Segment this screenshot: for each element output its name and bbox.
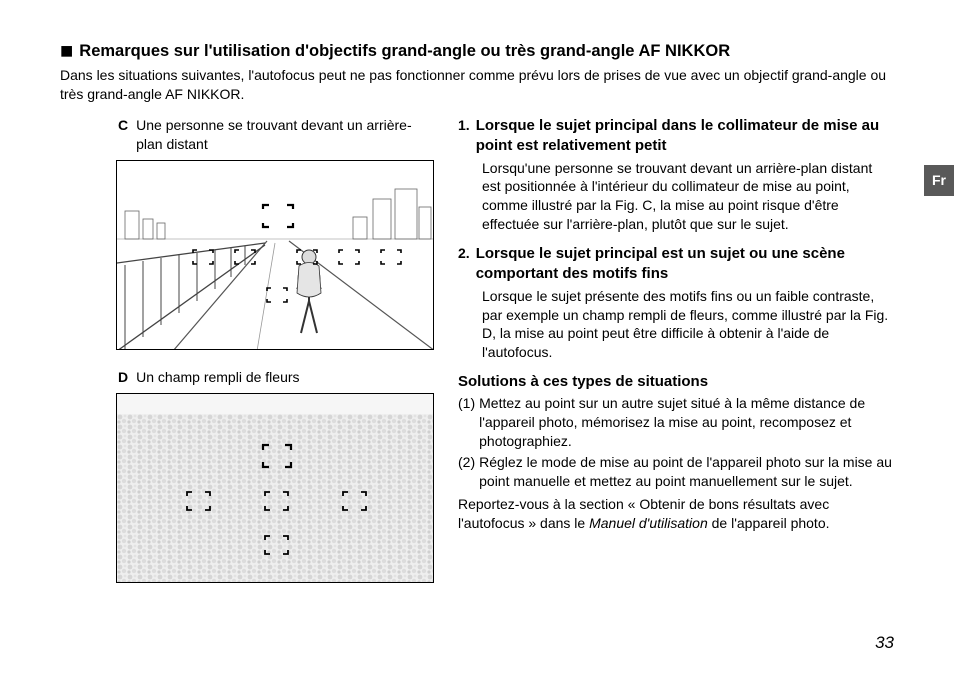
solution-1-text: Mettez au point sur un autre sujet situé… [479,394,894,451]
text-column: 1. Lorsque le sujet principal dans le co… [458,116,894,601]
solution-2: (2) Réglez le mode de mise au point de l… [458,453,894,491]
solution-2-text: Réglez le mode de mise au point de l'app… [479,453,894,491]
item-1-title: Lorsque le sujet principal dans le colli… [476,116,894,157]
closing-paragraph: Reportez-vous à la section « Obtenir de … [458,495,894,533]
solutions-heading: Solutions à ces types de situations [458,372,894,392]
item-2-title: Lorsque le sujet principal est un sujet … [476,244,894,285]
solution-2-number: (2) [458,453,475,491]
figure-c-text: Une personne se trouvant devant un arriè… [136,116,430,154]
title-bullet-icon: ■ [60,40,73,62]
figure-c-image [116,160,434,350]
section-title: ■ Remarques sur l'utilisation d'objectif… [60,38,894,62]
page-number: 33 [875,632,894,655]
figure-d-letter: D [118,368,128,387]
figure-d-image [116,393,434,583]
figure-d-caption: D Un champ rempli de fleurs [60,368,430,387]
language-tab: Fr [924,165,954,196]
title-text: Remarques sur l'utilisation d'objectifs … [79,40,730,62]
figures-column: C Une personne se trouvant devant un arr… [60,116,430,601]
closing-part-b: de l'appareil photo. [708,515,830,531]
item-1-heading: 1. Lorsque le sujet principal dans le co… [458,116,894,157]
item-1-number: 1. [458,116,470,157]
intro-paragraph: Dans les situations suivantes, l'autofoc… [60,66,894,104]
item-2-body: Lorsque le sujet présente des motifs fin… [458,287,894,363]
item-2-heading: 2. Lorsque le sujet principal est un suj… [458,244,894,285]
solution-1-number: (1) [458,394,475,451]
solution-1: (1) Mettez au point sur un autre sujet s… [458,394,894,451]
item-2-number: 2. [458,244,470,285]
figure-d-text: Un champ rempli de fleurs [136,368,299,387]
item-1-body: Lorsqu'une personne se trouvant devant u… [458,159,894,235]
figure-c-caption: C Une personne se trouvant devant un arr… [60,116,430,154]
figure-c-letter: C [118,116,128,135]
closing-italic: Manuel d'utilisation [589,515,708,531]
